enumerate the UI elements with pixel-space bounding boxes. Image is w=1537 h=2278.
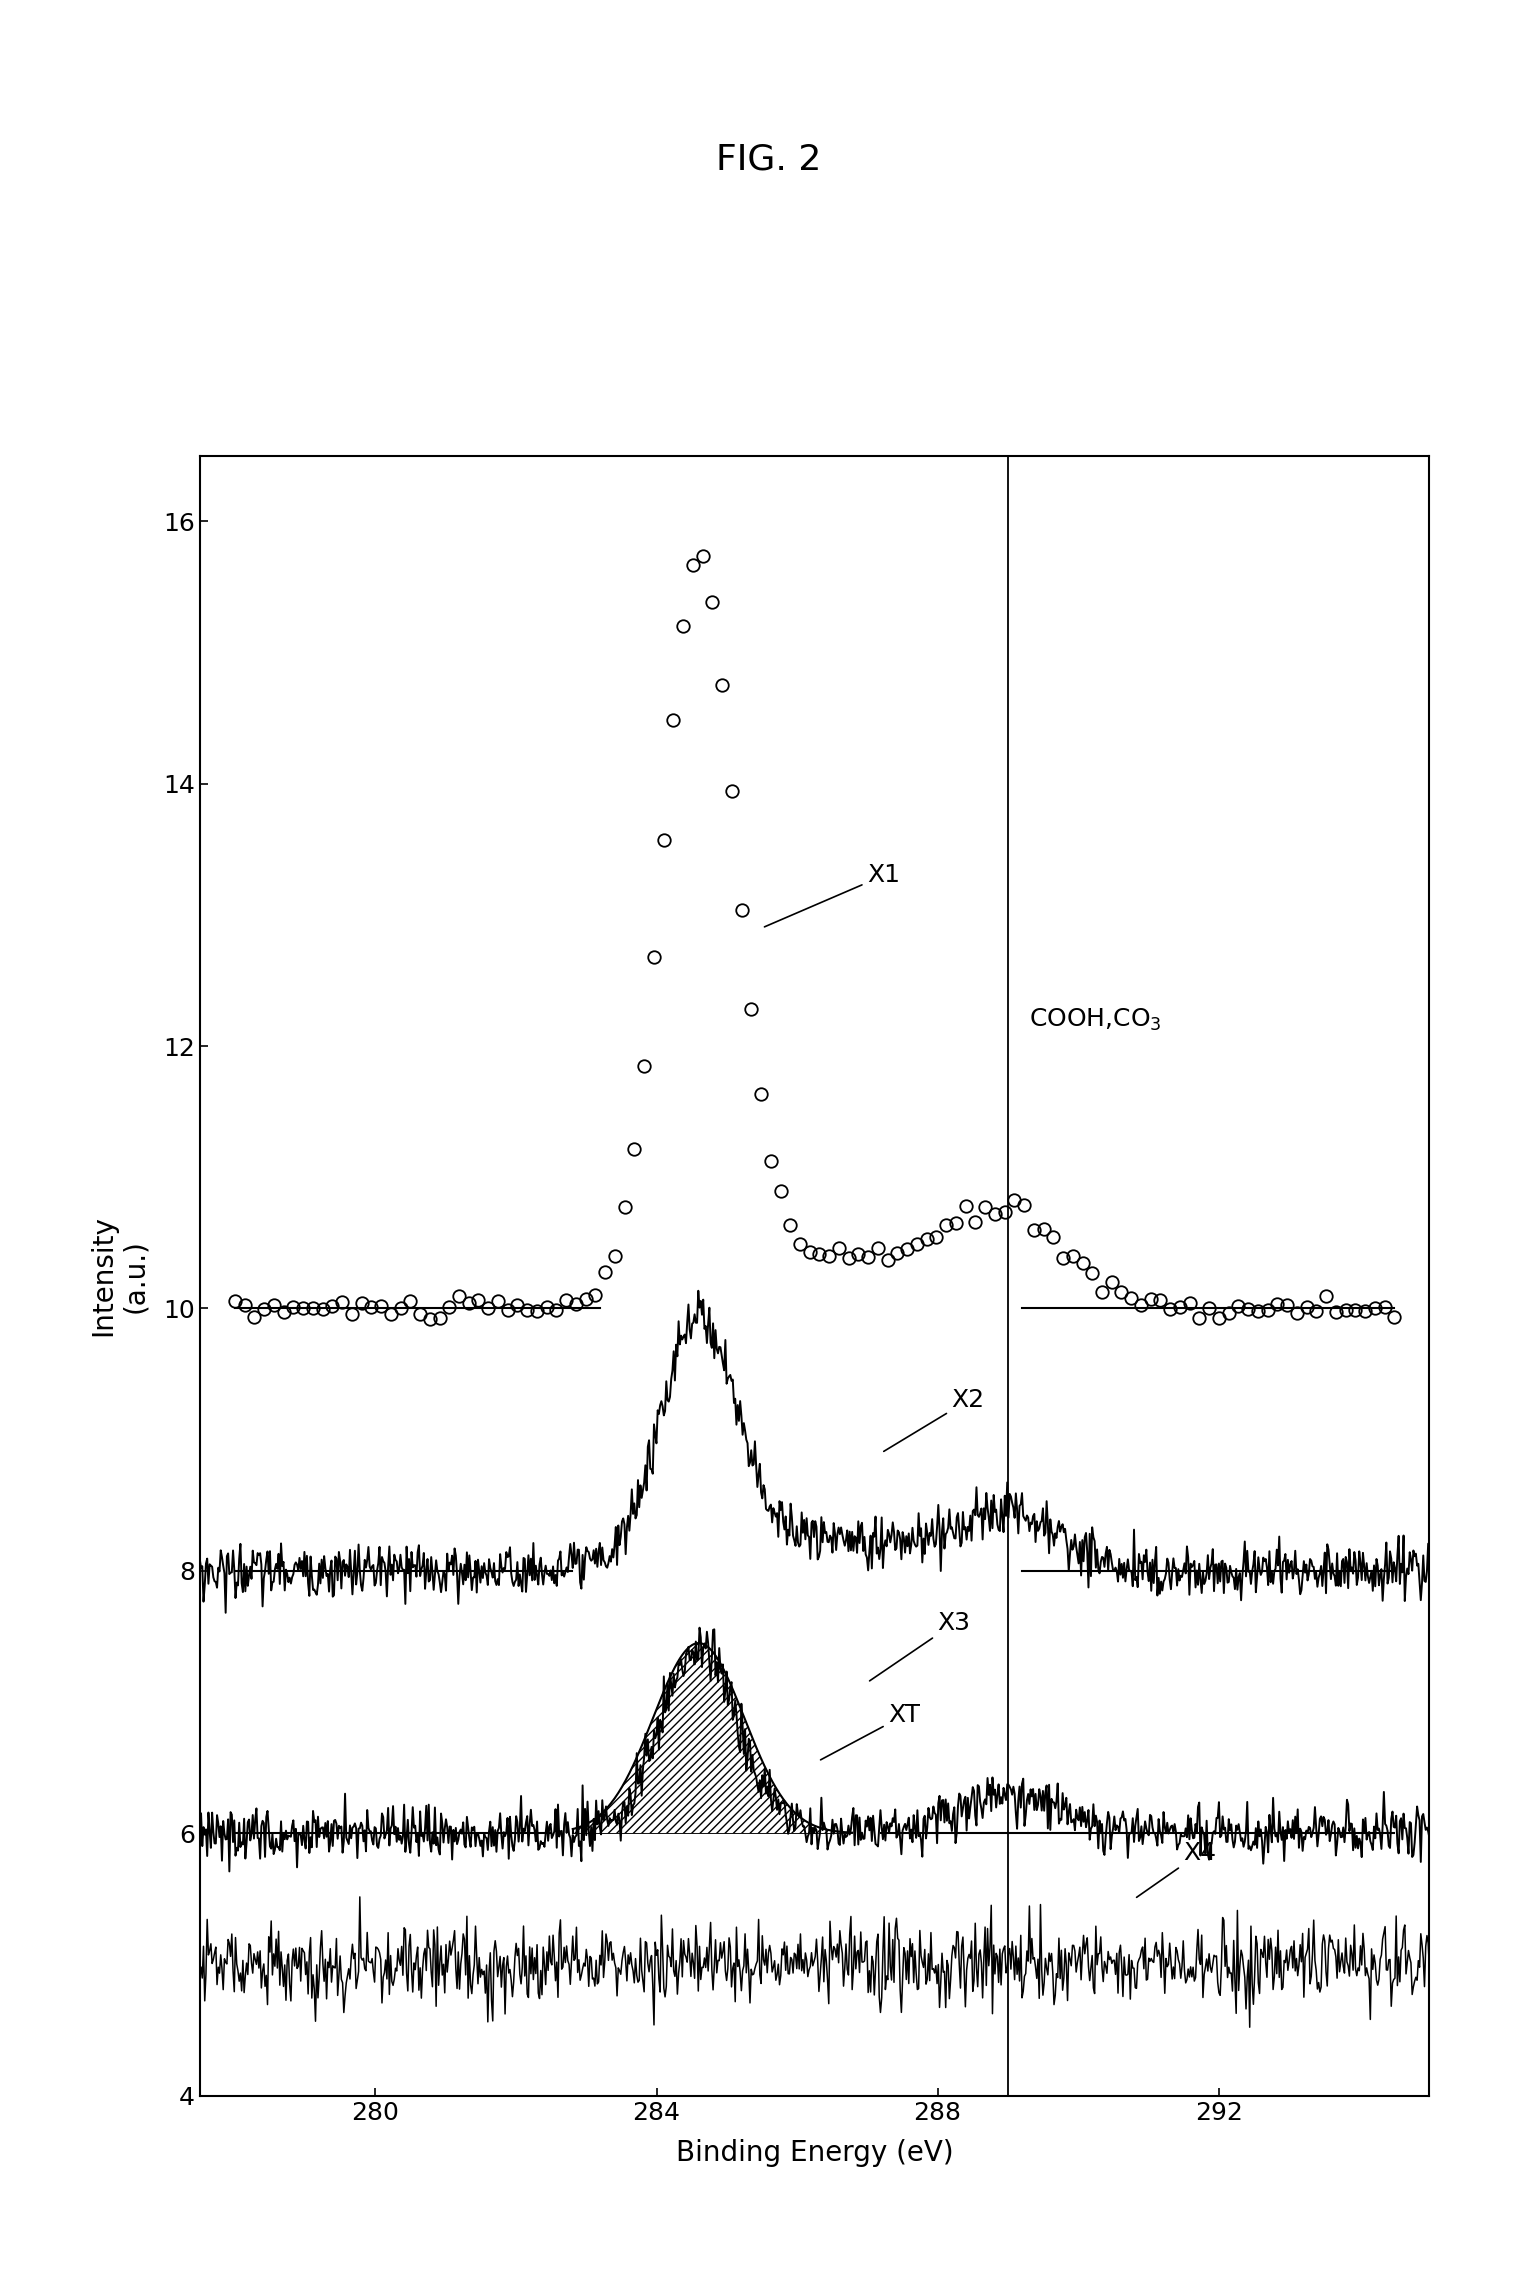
Text: X3: X3 — [870, 1611, 970, 1681]
Text: FIG. 2: FIG. 2 — [716, 144, 821, 175]
Y-axis label: Intensity
(a.u.): Intensity (a.u.) — [89, 1214, 149, 1337]
X-axis label: Binding Energy (eV): Binding Energy (eV) — [676, 2139, 953, 2166]
Text: COOH,CO$_3$: COOH,CO$_3$ — [1028, 1007, 1162, 1032]
Text: X1: X1 — [764, 863, 901, 927]
Text: X4: X4 — [1136, 1841, 1217, 1898]
Text: X2: X2 — [884, 1387, 985, 1451]
Text: XT: XT — [821, 1704, 921, 1761]
